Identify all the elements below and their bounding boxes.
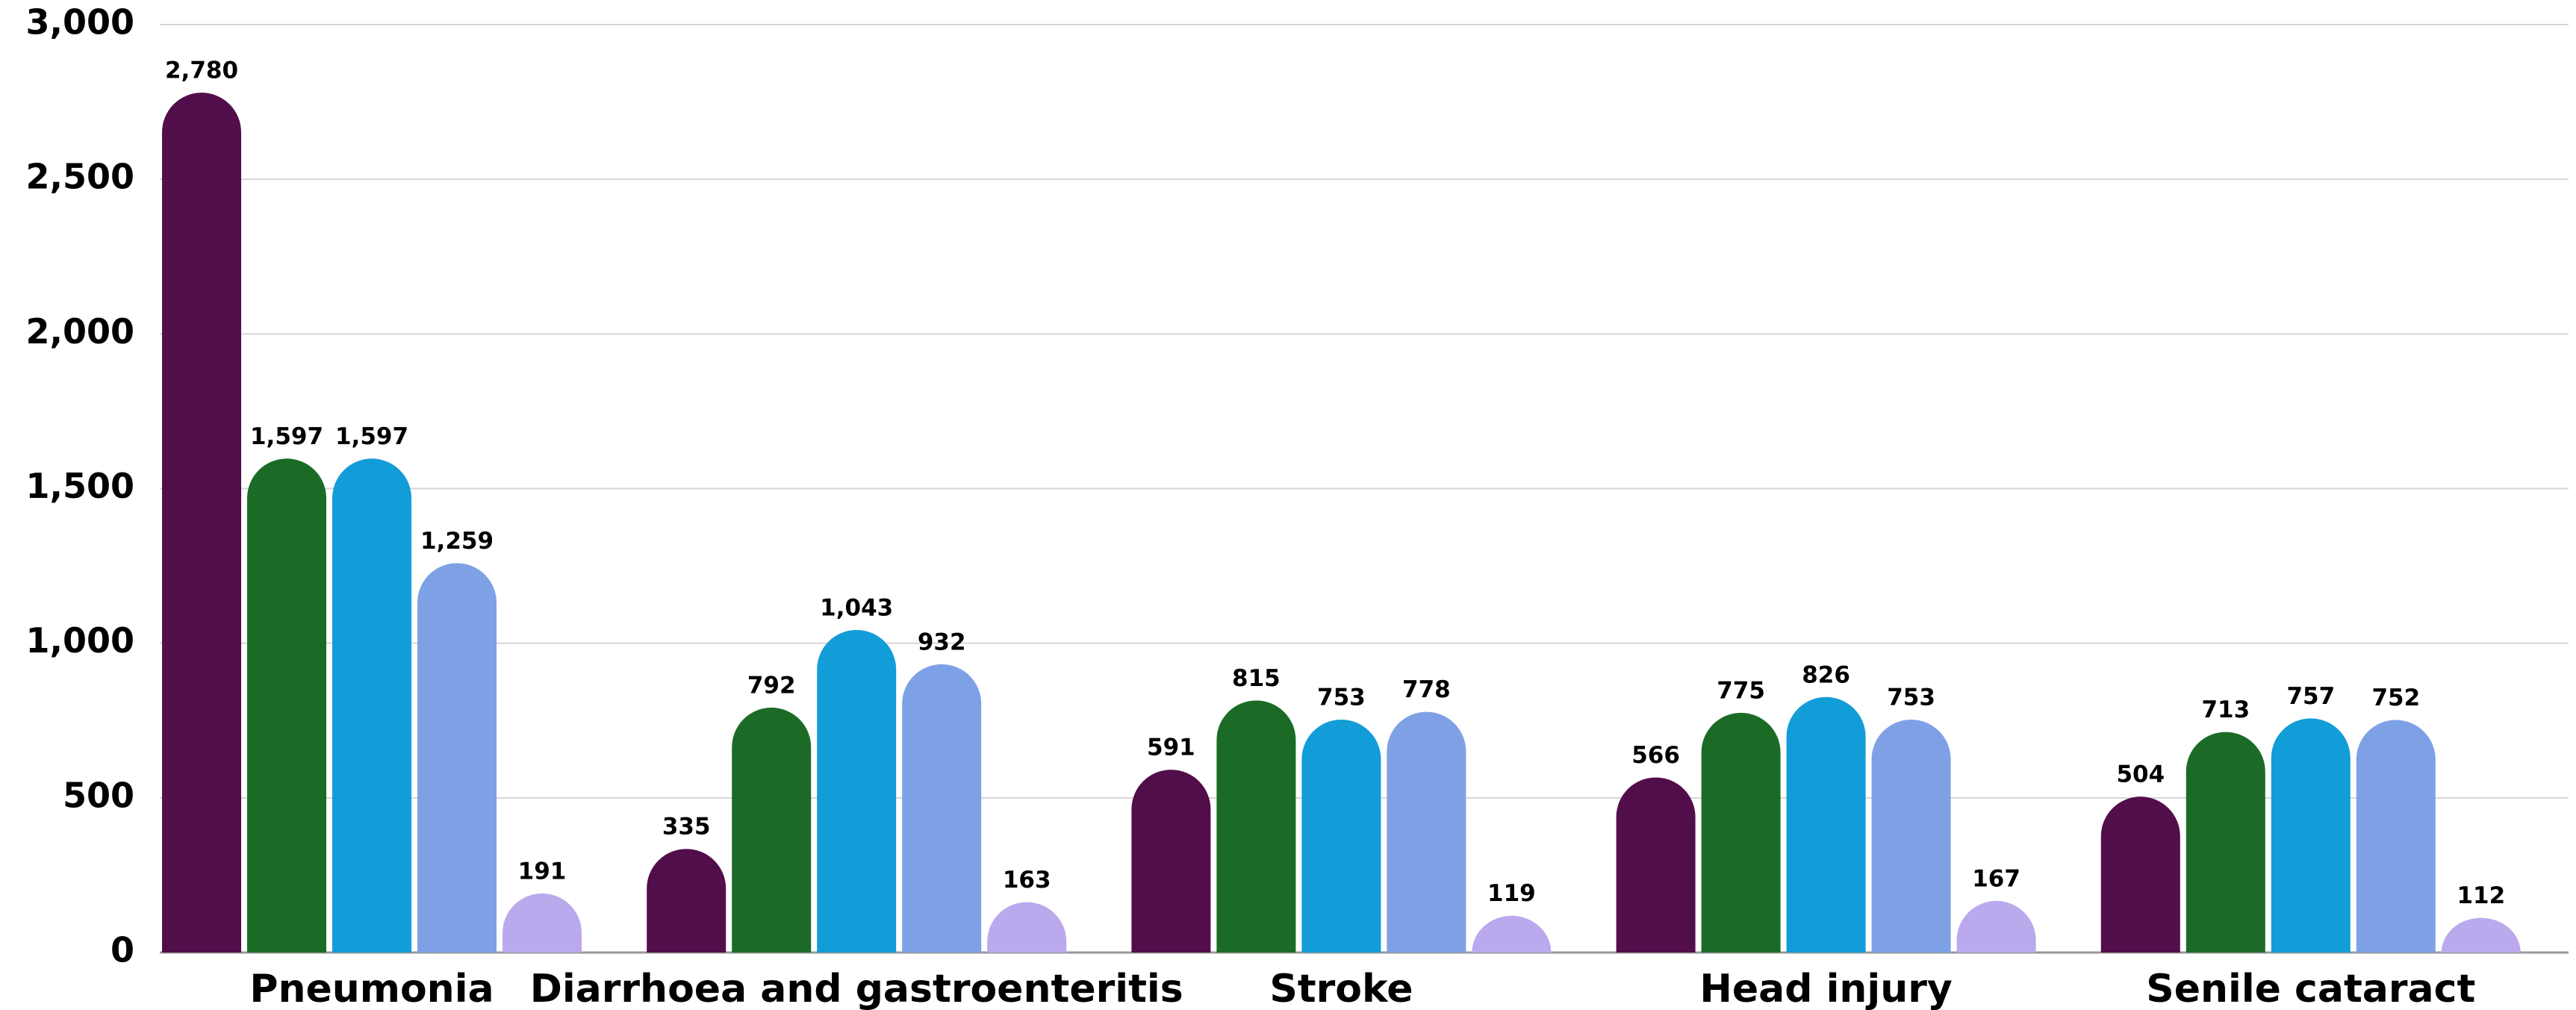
value-label: 167: [1972, 865, 2020, 892]
value-label: 566: [1631, 742, 1680, 769]
value-label: 775: [1717, 677, 1765, 704]
y-tick-label: 3,000: [25, 2, 134, 43]
y-tick-label: 500: [63, 775, 134, 815]
value-label: 2,780: [165, 57, 238, 84]
value-label: 335: [662, 814, 711, 841]
bar: [1301, 720, 1381, 953]
bar: [1701, 712, 1781, 953]
y-tick-label: 1,500: [25, 466, 134, 506]
bar: [902, 664, 982, 953]
bar: [1472, 915, 1552, 953]
value-label: 753: [1317, 685, 1366, 711]
bar: [987, 902, 1067, 953]
value-label: 752: [2371, 685, 2420, 711]
bar: [2100, 797, 2180, 953]
value-label: 191: [518, 858, 567, 885]
value-label: 778: [1402, 676, 1451, 703]
value-label: 112: [2457, 882, 2505, 909]
bar: [1616, 777, 1696, 953]
value-label: 792: [747, 672, 796, 699]
value-label: 119: [1487, 880, 1536, 907]
value-label: 932: [918, 629, 966, 655]
y-tick-label: 2,000: [25, 311, 134, 352]
bar: [1956, 900, 2036, 953]
bar: [2441, 917, 2521, 953]
value-label: 713: [2201, 696, 2250, 723]
bar: [1216, 700, 1296, 953]
value-label: 753: [1887, 685, 1935, 711]
value-label: 1,043: [820, 594, 893, 621]
bar: [1387, 711, 1466, 953]
value-label: 504: [2116, 761, 2165, 788]
x-tick-label: Head injury: [1699, 967, 1952, 1010]
value-label: 815: [1232, 665, 1281, 692]
value-label: 826: [1802, 661, 1850, 688]
value-label: 591: [1147, 735, 1195, 761]
bar: [1871, 720, 1951, 953]
x-tick-label: Diarrhoea and gastroenteritis: [530, 967, 1183, 1010]
value-label: 1,597: [250, 423, 323, 450]
y-tick-label: 1,000: [25, 620, 134, 661]
bar: [2356, 720, 2436, 953]
value-label: 757: [2286, 683, 2335, 710]
value-label: 1,259: [420, 528, 494, 555]
bar: [1786, 696, 1866, 953]
bar: [162, 93, 241, 953]
x-tick-label: Stroke: [1269, 967, 1413, 1010]
bar: [732, 707, 812, 953]
y-tick-label: 0: [111, 930, 134, 970]
bar: [503, 893, 582, 953]
bar: [332, 458, 411, 953]
bar: [417, 563, 497, 953]
x-tick-label: Pneumonia: [249, 967, 494, 1010]
bar: [247, 458, 326, 953]
y-tick-label: 2,500: [25, 157, 134, 197]
bar: [2185, 732, 2265, 953]
bar: [647, 849, 727, 953]
bar: [2271, 718, 2351, 953]
bar: [817, 629, 897, 953]
x-tick-label: Senile cataract: [2146, 967, 2475, 1010]
value-label: 163: [1003, 867, 1051, 894]
bar: [1131, 770, 1211, 953]
value-label: 1,597: [335, 423, 408, 450]
